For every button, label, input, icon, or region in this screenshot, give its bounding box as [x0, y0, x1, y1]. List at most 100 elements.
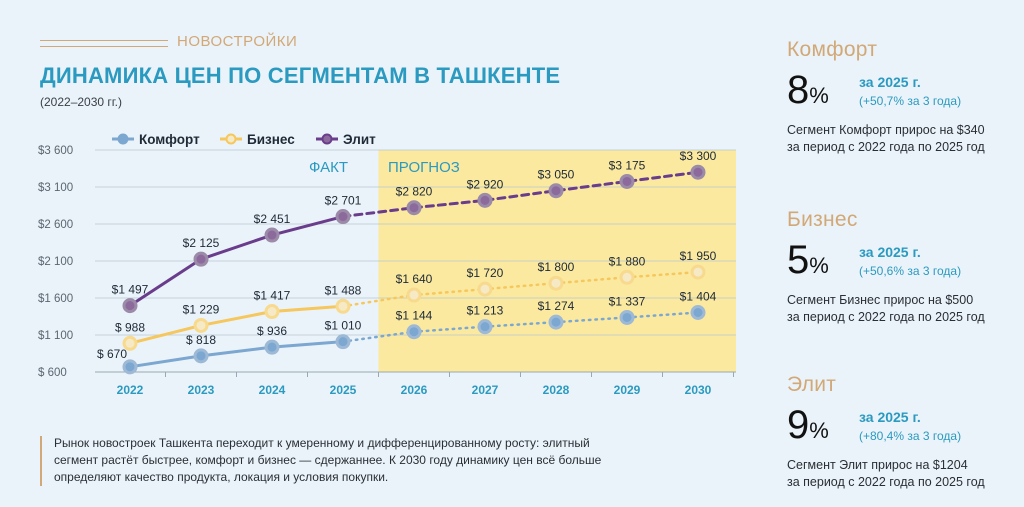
data-point-comfort — [264, 339, 280, 355]
segment-card-elite: Элит 9% за 2025 г. (+80,4% за 3 года) Се… — [787, 373, 1017, 491]
growth-unit: % — [809, 418, 829, 443]
x-tick-label: 2022 — [117, 383, 144, 397]
data-label-comfort: $1 144 — [396, 309, 433, 323]
summary-note: Рынок новостроек Ташкента переходит к ум… — [54, 436, 602, 484]
data-point-comfort — [477, 319, 493, 335]
data-point-elite — [335, 209, 351, 225]
segment-card-business: Бизнес 5% за 2025 г. (+50,6% за 3 года) … — [787, 208, 1017, 326]
segment-stat: 5% за 2025 г. (+50,6% за 3 года) — [787, 238, 1017, 288]
price-line-chart: $ 600 $1 100 $1 600 $2 100 $2 600 $3 100 $3 60… — [38, 132, 736, 397]
x-tick-label: 2026 — [401, 383, 428, 397]
segment-stat: 8% за 2025 г. (+50,7% за 3 года) — [787, 68, 1017, 118]
segment-name: Элит — [787, 373, 837, 396]
data-label-elite: $1 497 — [112, 283, 149, 297]
series-line-forecast-comfort — [341, 311, 700, 343]
page-title: ДИНАМИКА ЦЕН ПО СЕГМЕНТАМ В ТАШКЕНТЕ — [40, 63, 561, 88]
growth-unit: % — [809, 253, 829, 278]
data-point-elite — [548, 183, 564, 199]
data-point-comfort — [193, 348, 209, 364]
data-label-comfort: $1 213 — [467, 304, 504, 318]
legend-marker-elite — [321, 133, 333, 145]
y-tick-label: $2 100 — [38, 256, 73, 268]
growth-number: 5 — [787, 238, 810, 282]
data-point-business — [406, 287, 422, 303]
series-line-fact-comfort — [129, 340, 344, 369]
segment-year-label: за 2025 г. — [859, 244, 921, 260]
data-point-elite — [264, 227, 280, 243]
data-label-comfort: $1 010 — [325, 319, 362, 333]
data-point-elite — [619, 173, 635, 189]
data-point-elite — [122, 298, 138, 314]
desc-line-2: за период с 2022 года по 2025 год — [787, 140, 985, 154]
y-tick-label: $3 100 — [38, 182, 73, 194]
growth-number: 8 — [787, 68, 810, 112]
data-point-comfort — [406, 324, 422, 340]
segment-change: (+80,4% за 3 года) — [859, 429, 962, 443]
segment-name: Комфорт — [787, 38, 878, 61]
segment-change: (+50,7% за 3 года) — [859, 94, 962, 108]
segment-change: (+50,6% за 3 года) — [859, 264, 962, 278]
series-line-forecast-business — [341, 270, 700, 308]
data-point-comfort — [122, 359, 138, 375]
data-label-business: $1 950 — [680, 249, 717, 263]
legend-label-elite: Элит — [343, 132, 376, 147]
data-label-elite: $3 050 — [538, 168, 575, 182]
data-label-elite: $2 451 — [254, 212, 291, 226]
data-label-business: $1 488 — [325, 283, 362, 297]
data-point-business — [193, 317, 209, 333]
segment-name: Бизнес — [787, 208, 858, 231]
y-tick-label: $3 600 — [38, 145, 73, 157]
x-tick-label: 2027 — [472, 383, 499, 397]
growth-unit: % — [809, 83, 829, 108]
data-point-comfort — [690, 305, 706, 321]
segment-description: Сегмент Элит прирос на $1204 за период с… — [787, 457, 1017, 491]
y-tick-label: $ 600 — [38, 367, 67, 379]
legend-label-business: Бизнес — [247, 132, 295, 147]
data-point-comfort — [335, 334, 351, 350]
x-tick-label: 2029 — [614, 383, 641, 397]
segment-card-comfort: Комфорт 8% за 2025 г. (+50,7% за 3 года)… — [787, 38, 1017, 156]
data-point-business — [477, 281, 493, 297]
data-label-comfort: $ 818 — [186, 333, 216, 347]
data-point-elite — [477, 192, 493, 208]
data-label-elite: $2 701 — [325, 194, 362, 208]
data-label-business: $1 880 — [609, 254, 646, 268]
segment-description: Сегмент Бизнес прирос на $500 за период … — [787, 292, 1017, 326]
data-label-business: $1 229 — [183, 302, 220, 316]
desc-line-1: Сегмент Комфорт прирос на $340 — [787, 123, 985, 137]
data-point-business — [690, 264, 706, 280]
data-label-business: $ 988 — [115, 320, 145, 334]
data-point-elite — [193, 251, 209, 267]
desc-line-2: за период с 2022 года по 2025 год — [787, 310, 985, 324]
desc-line-1: Сегмент Бизнес прирос на $500 — [787, 293, 974, 307]
data-label-business: $1 800 — [538, 260, 575, 274]
segment-growth-value: 8% — [787, 68, 829, 113]
data-label-elite: $2 920 — [467, 177, 504, 191]
series-line-fact-business — [129, 304, 344, 345]
data-point-elite — [406, 200, 422, 216]
forecast-label: ПРОГНОЗ — [388, 159, 460, 176]
data-label-comfort: $ 670 — [97, 347, 127, 361]
x-tick-label: 2030 — [685, 383, 712, 397]
x-tick-label: 2024 — [259, 383, 286, 397]
kicker-rule — [40, 40, 168, 47]
segment-year-label: за 2025 г. — [859, 74, 921, 90]
x-tick-label: 2025 — [330, 383, 357, 397]
data-point-business — [335, 298, 351, 314]
note-accent-bar — [40, 436, 42, 486]
page-subtitle: (2022–2030 гг.) — [40, 95, 123, 109]
data-label-comfort: $1 404 — [680, 290, 717, 304]
data-point-business — [548, 275, 564, 291]
y-tick-label: $1 600 — [38, 293, 73, 305]
legend-label-comfort: Комфорт — [139, 132, 200, 147]
legend-marker-business — [225, 133, 237, 145]
desc-line-2: за период с 2022 года по 2025 год — [787, 475, 985, 489]
data-point-business — [619, 269, 635, 285]
series-line-forecast-elite — [341, 170, 700, 219]
data-label-comfort: $1 274 — [538, 299, 575, 313]
segment-growth-value: 5% — [787, 238, 829, 283]
data-label-business: $1 417 — [254, 289, 291, 303]
y-tick-label: $2 600 — [38, 219, 73, 231]
segment-stat: 9% за 2025 г. (+80,4% за 3 года) — [787, 403, 1017, 453]
data-point-business — [264, 304, 280, 320]
